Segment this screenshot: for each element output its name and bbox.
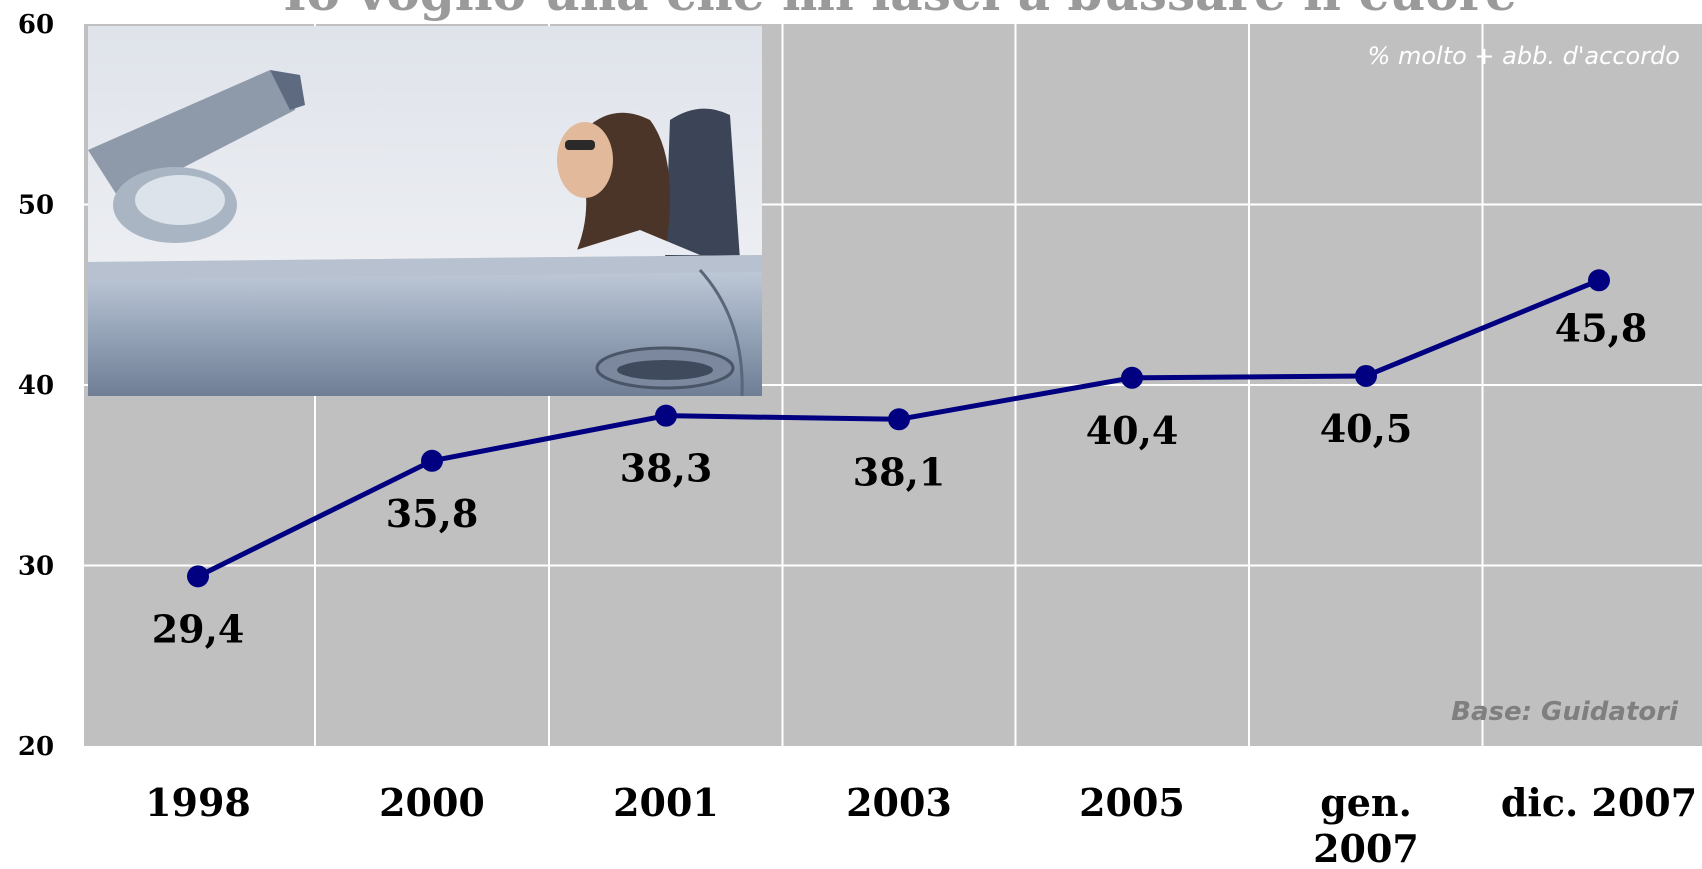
x-tick-label: 2001 bbox=[613, 780, 719, 825]
data-label: 40,5 bbox=[1320, 406, 1413, 451]
x-tick-label: gen. 2007 bbox=[1313, 780, 1419, 869]
data-point bbox=[1121, 366, 1143, 389]
x-tick-label: 2000 bbox=[379, 780, 485, 825]
x-tick-label: 2003 bbox=[846, 780, 952, 825]
y-tick-label: 20 bbox=[18, 732, 54, 762]
data-label: 38,1 bbox=[853, 449, 946, 494]
data-point bbox=[1355, 364, 1377, 387]
x-tick-label: dic. 2007 bbox=[1501, 780, 1697, 825]
data-point bbox=[655, 404, 677, 427]
chart-subtitle: % molto + abb. d'accordo bbox=[1368, 42, 1680, 70]
data-point bbox=[187, 565, 209, 588]
y-tick-label: 50 bbox=[18, 191, 54, 221]
convertible-car-photo bbox=[88, 26, 762, 396]
y-tick-label: 40 bbox=[18, 371, 54, 401]
chart-footnote: Base: Guidatori bbox=[1451, 697, 1679, 727]
x-tick-label: 1998 bbox=[145, 780, 251, 825]
data-label: 29,4 bbox=[152, 606, 245, 651]
data-point bbox=[1588, 269, 1610, 292]
y-tick-label: 30 bbox=[18, 552, 54, 582]
data-label: 40,4 bbox=[1086, 408, 1179, 453]
x-tick-label: 2005 bbox=[1079, 780, 1185, 825]
data-label: 38,3 bbox=[620, 446, 713, 491]
chart-title: Io voglio una che mi lasci a bussare il … bbox=[283, 0, 1517, 22]
data-label: 45,8 bbox=[1555, 305, 1648, 350]
data-label: 35,8 bbox=[386, 491, 479, 536]
y-tick-label: 60 bbox=[18, 10, 54, 40]
data-point bbox=[888, 408, 910, 431]
data-point bbox=[421, 449, 443, 472]
